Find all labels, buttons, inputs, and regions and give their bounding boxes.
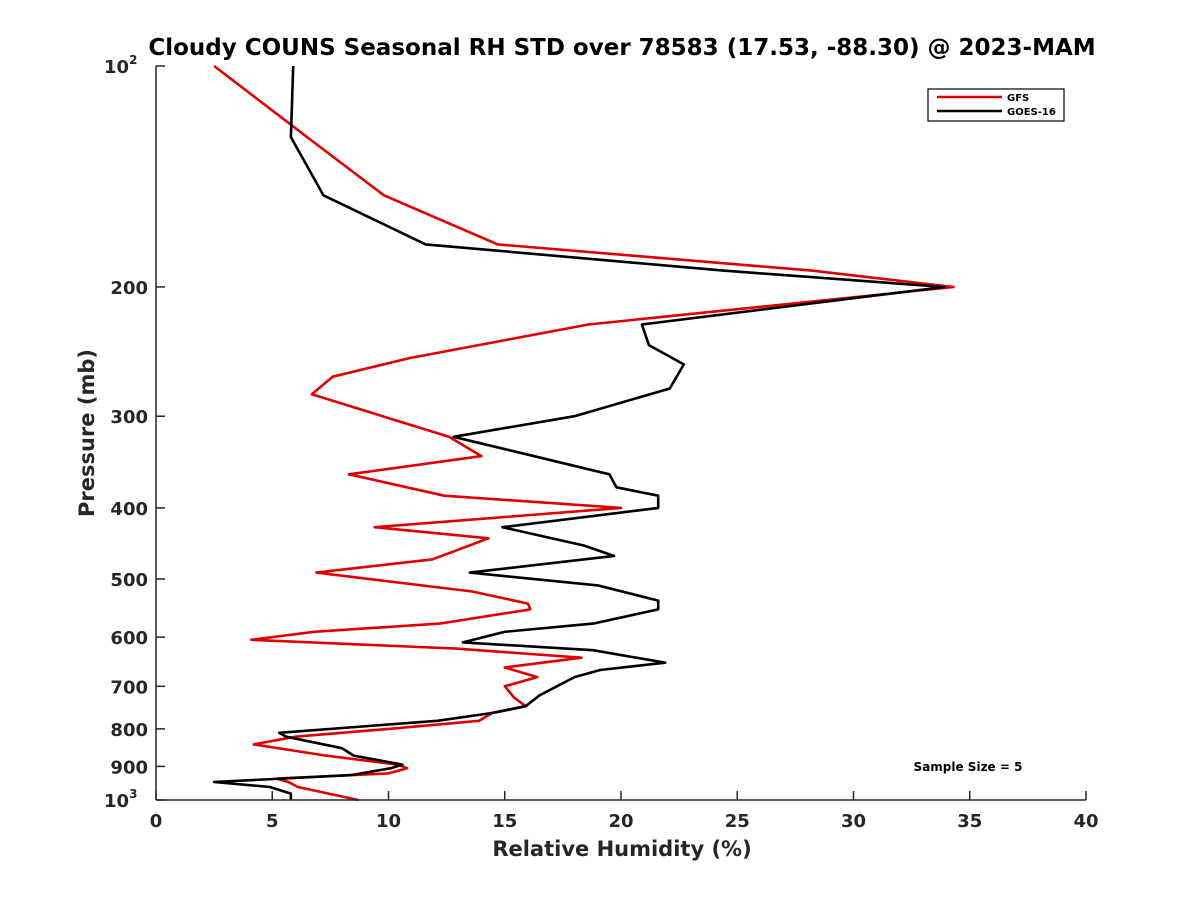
series-line-gfs [213,64,955,802]
x-tick-label: 35 [957,811,982,832]
legend: GFS GOES-16 [927,88,1065,122]
x-tick-label: 15 [492,811,517,832]
y-tick-label: 102 [104,53,137,78]
x-tick-label: 30 [841,811,866,832]
legend-box [927,88,1065,122]
y-tick-label: 800 [110,720,148,741]
y-tick-label: 600 [110,628,148,649]
x-ticks: 0 5 10 15 20 25 30 35 40 [150,791,1099,832]
y-axis-label: Pressure (mb) [75,349,99,517]
series-group [212,64,955,802]
series-line-goes16 [212,65,946,800]
legend-label-goes16: GOES-16 [1007,107,1056,118]
x-tick-label: 5 [266,811,279,832]
y-tick-label: 500 [110,570,148,591]
y-ticks: 102 200 300 400 500 600 700 800 900 103 [104,53,165,812]
y-tick-label: 400 [110,499,148,520]
sample-size-annotation: Sample Size = 5 [914,760,1023,774]
legend-label-gfs: GFS [1007,93,1029,104]
x-tick-label: 25 [725,811,750,832]
y-tick-label: 900 [110,757,148,778]
x-tick-label: 20 [608,811,633,832]
x-axis-label: Relative Humidity (%) [492,837,751,861]
chart-title: Cloudy COUNS Seasonal RH STD over 78583 … [148,35,1095,61]
y-tick-label: 300 [110,407,148,428]
x-tick-label: 10 [376,811,401,832]
y-tick-label: 103 [104,787,137,812]
y-tick-label: 200 [110,278,148,299]
y-tick-label: 700 [110,677,148,698]
plot-area: 0 5 10 15 20 25 30 35 40 102 200 300 400 500 600 700 80… [104,53,1099,832]
x-tick-label: 40 [1073,811,1098,832]
x-tick-label: 0 [150,811,163,832]
